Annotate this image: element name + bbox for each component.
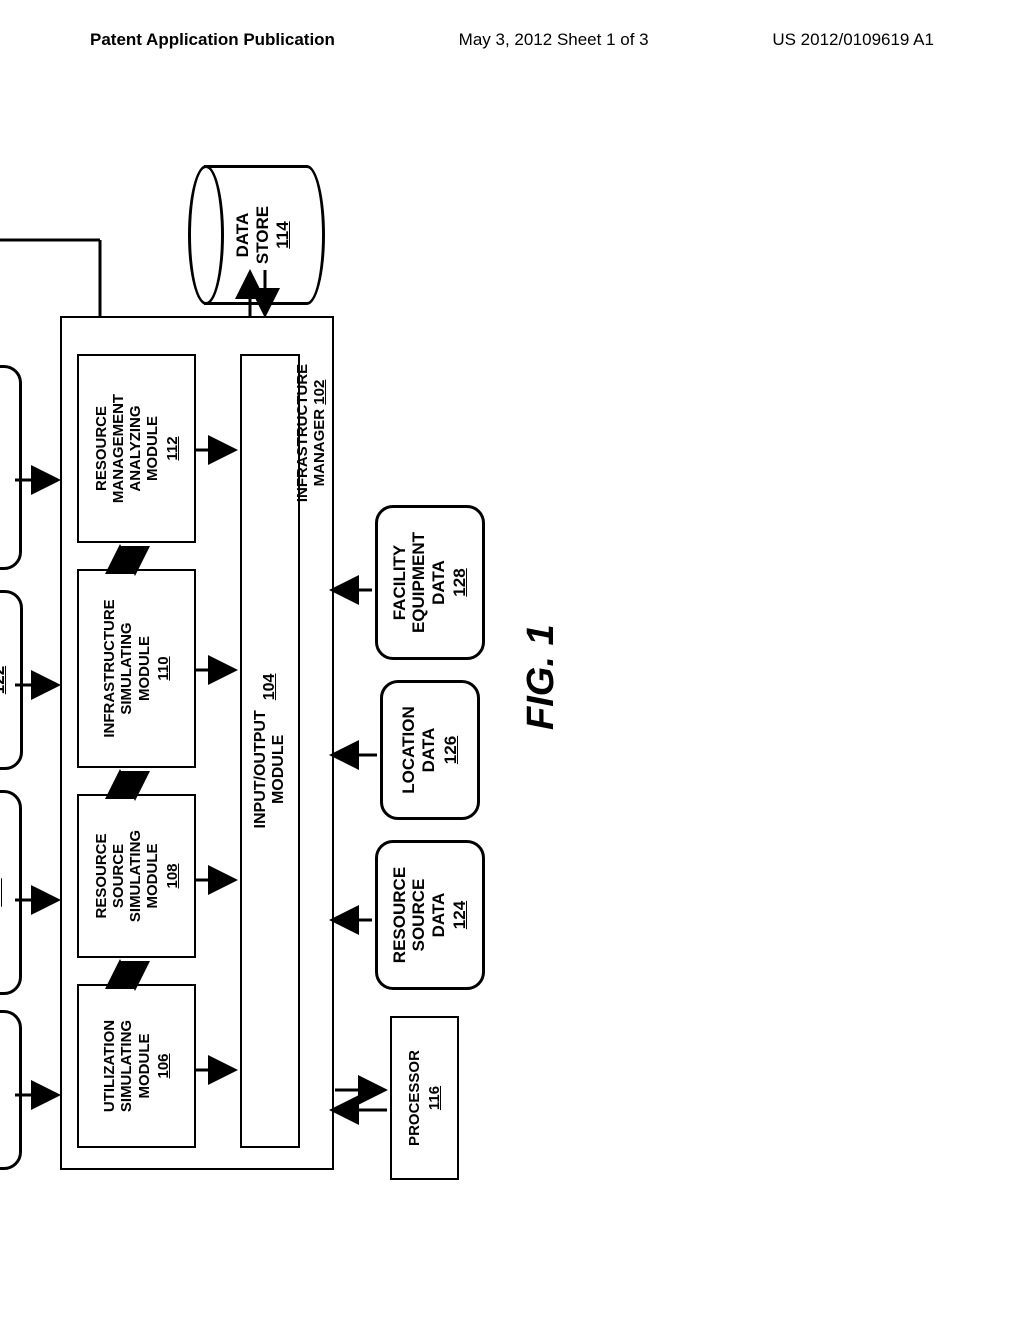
label-rsd: RESOURCESOURCEDATA	[390, 867, 449, 963]
header-right: US 2012/0109619 A1	[772, 30, 934, 50]
label-util: UTILIZATIONSIMULATINGMODULE	[101, 1020, 153, 1112]
label-io: INPUT/OUTPUTMODULE	[252, 710, 289, 828]
num-loc: 126	[441, 736, 461, 764]
label-fac: FACILITYEQUIPMENTDATA	[390, 532, 449, 633]
num-io: 104	[261, 674, 279, 701]
num-rsrc-source: 108	[164, 863, 181, 888]
box-processor: PROCESSOR 116	[390, 1016, 459, 1180]
label-rsrc-source: RESOURCESOURCESIMULATINGMODULE	[93, 830, 162, 922]
box-resource-policy: RESOURCEMANAGEMENTPOLICY 122	[0, 590, 23, 770]
manager-num: 102	[311, 380, 328, 405]
box-objectives: OBJECTIVE(S) 118	[0, 1010, 22, 1170]
page-header: Patent Application Publication May 3, 20…	[0, 0, 1024, 50]
num-infra-sim: 110	[155, 656, 172, 680]
manager-label: INFRASTRUCTUREMANAGER 102	[294, 313, 328, 553]
label-data-store: DATASTORE	[233, 206, 273, 264]
box-infra-component-data: INFRASTRUCTURECOMPONENTDATA 120	[0, 790, 22, 995]
infrastructure-manager-box: UTILIZATIONSIMULATINGMODULE 106 RESOURCE…	[60, 316, 334, 1170]
header-left: Patent Application Publication	[90, 30, 335, 50]
box-predetermined-goals: PREDETERMINEDGOAL(S) 129	[0, 365, 22, 570]
header-center: May 3, 2012 Sheet 1 of 3	[459, 30, 649, 50]
module-infra-sim: INFRASTRUCTURESIMULATINGMODULE 110	[77, 569, 196, 768]
module-io: INPUT/OUTPUTMODULE 104	[240, 354, 300, 1148]
box-resource-source-data: RESOURCESOURCEDATA 124	[375, 840, 485, 990]
num-resource-policy: 122	[0, 666, 9, 694]
num-data-store: 114	[273, 221, 293, 248]
label-processor: PROCESSOR	[406, 1050, 423, 1146]
label-rsrc-analyze: RESOURCEMANAGEMENTANALYZINGMODULE	[93, 394, 162, 503]
module-utilization: UTILIZATIONSIMULATINGMODULE 106	[77, 984, 196, 1148]
num-fac: 128	[450, 568, 470, 596]
label-loc: LOCATIONDATA	[399, 706, 438, 794]
num-util: 106	[155, 1053, 172, 1078]
box-facility-data: FACILITYEQUIPMENTDATA 128	[375, 505, 485, 660]
num-predetermined-goals: 129	[0, 453, 2, 481]
num-infra-component: 120	[0, 878, 5, 906]
box-location-data: LOCATIONDATA 126	[380, 680, 480, 820]
num-processor: 116	[426, 1086, 443, 1110]
figure-container: INFRASTRUCTUREMANAGEMENTAPPARATUS 100 OB…	[0, 420, 900, 1200]
num-rsd: 124	[450, 901, 470, 929]
module-resource-source: RESOURCESOURCESIMULATINGMODULE 108	[77, 794, 196, 958]
cylinder-data-store: DATASTORE 114	[200, 165, 330, 305]
label-infra-sim: INFRASTRUCTURESIMULATINGMODULE	[101, 599, 153, 737]
module-resource-analyze: RESOURCEMANAGEMENTANALYZINGMODULE 112	[77, 354, 196, 543]
figure-label: FIG. 1	[520, 624, 563, 730]
num-rsrc-analyze: 112	[164, 436, 181, 460]
